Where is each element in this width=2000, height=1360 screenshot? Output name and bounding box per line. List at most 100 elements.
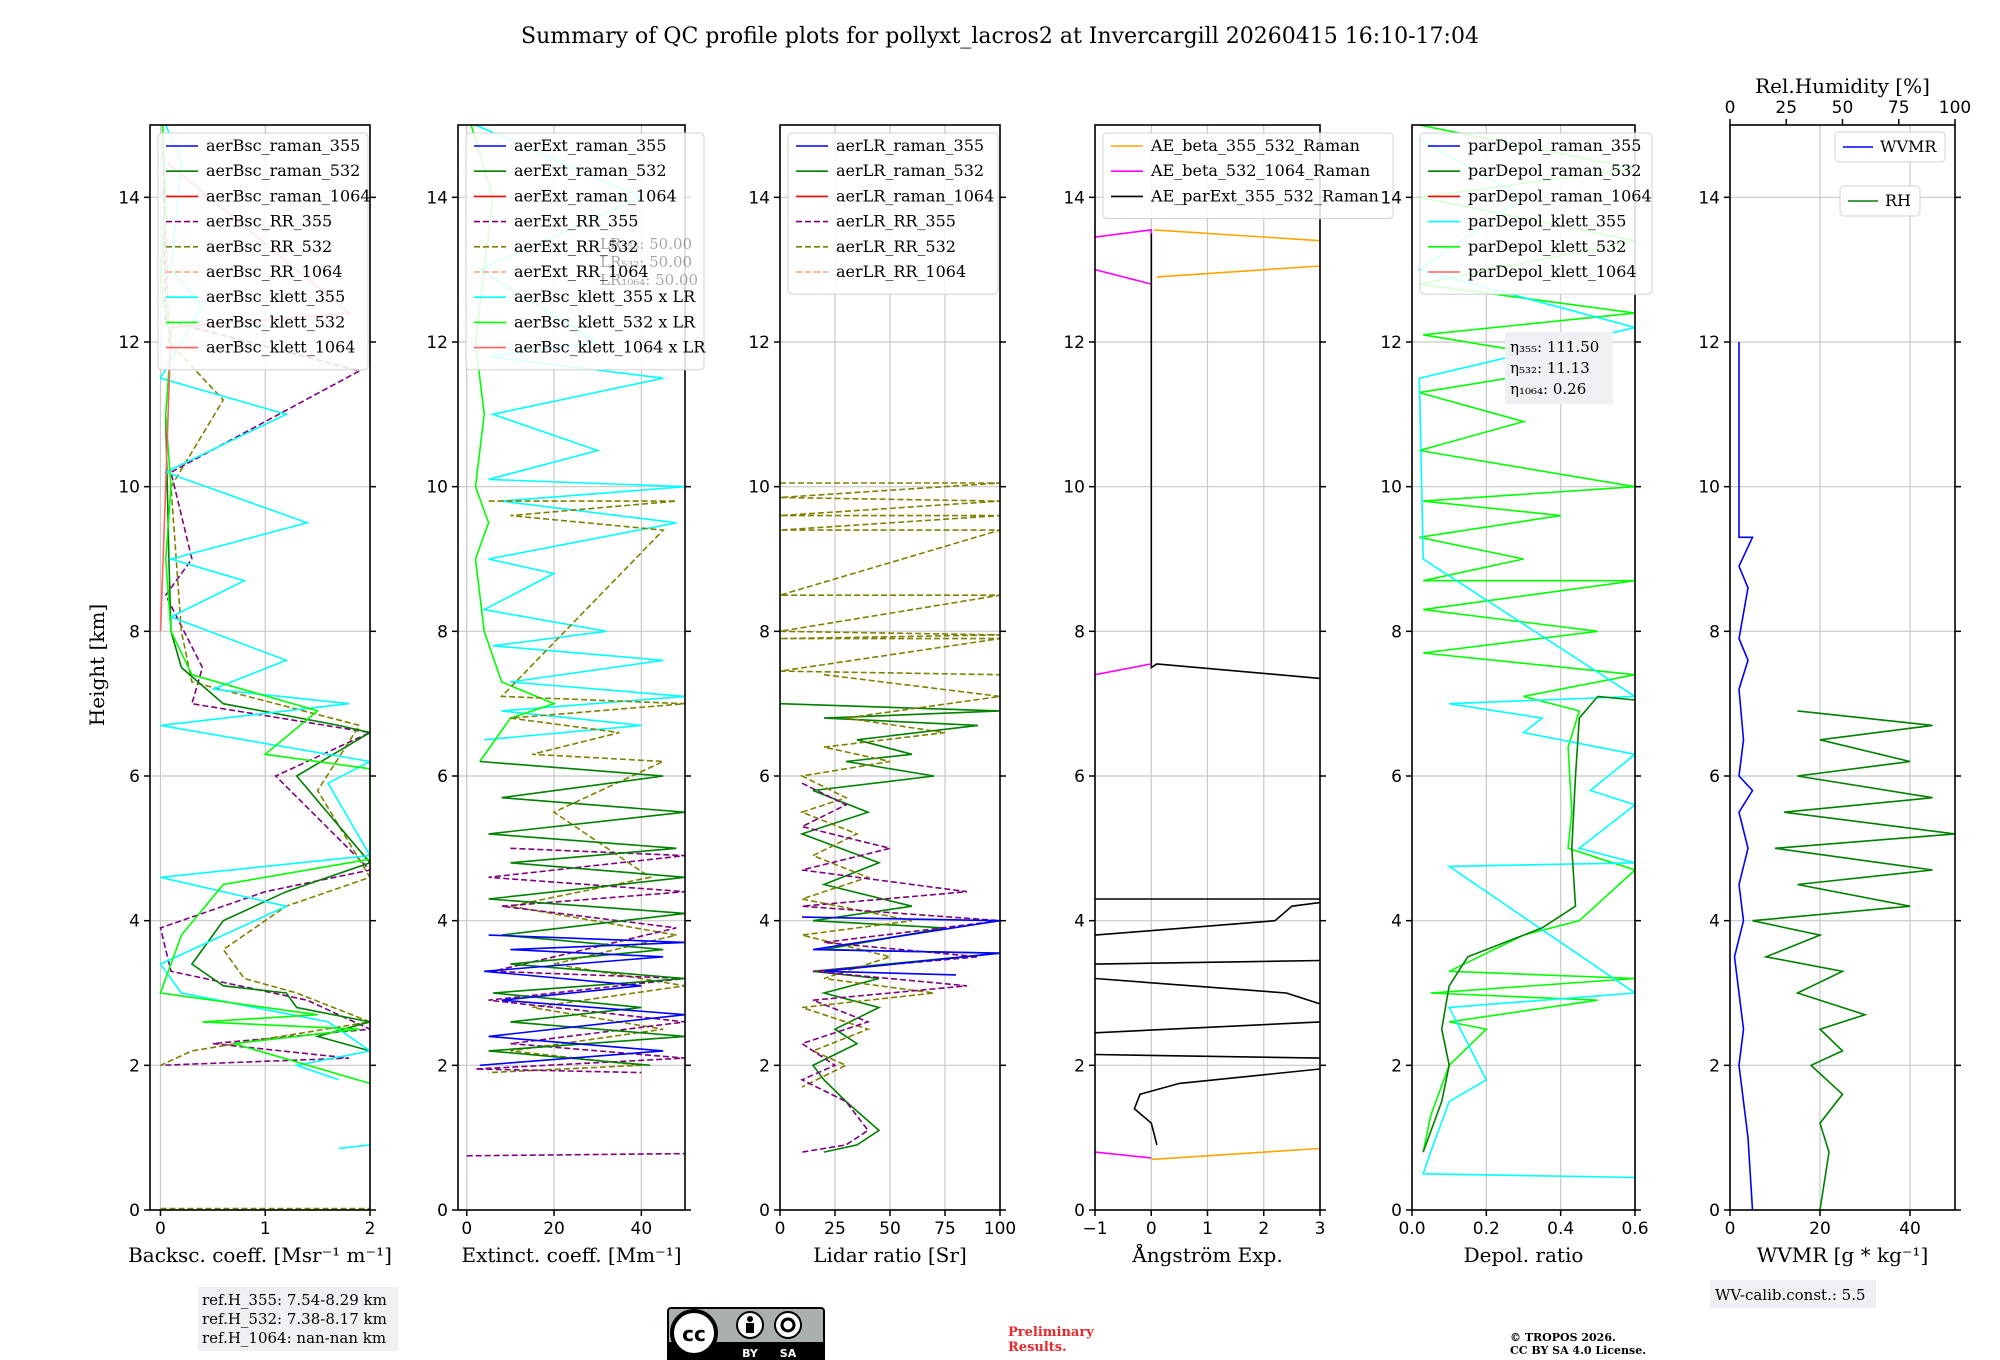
y-tick-label: 10 [1380,478,1402,498]
series-aerbsc-rr-532 [160,139,370,1067]
y-tick-label: 2 [1074,1056,1085,1076]
legend-entry: aerLR_RR_355 [836,212,956,231]
x-tick-label: 0 [1146,1219,1157,1239]
y-tick-label: 4 [1074,912,1085,932]
legend-box [157,132,369,371]
sa-icon-inner [780,1317,796,1333]
x-axis-label: Extinct. coeff. [Mm⁻¹] [461,1243,681,1267]
y-tick-label: 10 [118,478,140,498]
ref-height-line: ref.H_355: 7.54-8.29 km [202,1291,387,1309]
series-ae-beta-bottom-orange [1151,1147,1320,1161]
legend: aerExt_raman_355 aerExt_raman_532 aerExt_r… [465,132,706,371]
top-x-axis-label: Rel.Humidity [%] [1755,74,1930,98]
y-tick-label: 0 [437,1201,448,1221]
panel-lr: 0 2 4 6 8 10 12 14 0 25 50 75 100 Lidar ratio [Sr] aer… [748,124,1016,1267]
legend-entry: AE_beta_355_532_Raman [1150,136,1360,155]
x-tick-label: −1 [1082,1219,1107,1239]
legend-entry: parDepol_klett_1064 [1468,262,1637,281]
series-aerext-raman-355 [479,934,685,1067]
x-axis-label: Lidar ratio [Sr] [813,1243,967,1267]
legend-entry: aerBsc_raman_1064 [206,186,371,205]
series-aerbsc-klett-355 [159,125,370,1081]
legend-entry: aerBsc_klett_1064 [206,338,355,357]
legend-wvmr: WVMR [1834,131,1946,163]
lr-overlay-line: LR₅₃₂: 50.00 [600,253,692,271]
x-axis-label: Depol. ratio [1464,1243,1584,1267]
y-tick-label: 12 [1063,333,1085,353]
top-x-tick-label: 25 [1775,98,1797,118]
legend-rh: RH [1839,185,1921,217]
legend-entry: aerBsc_klett_1064 x LR [514,338,706,357]
y-tick-label: 2 [759,1056,770,1076]
y-tick-label: 0 [1709,1201,1720,1221]
legend-entry: AE_beta_532_1064_Raman [1150,161,1370,180]
x-tick-label: 3 [1315,1219,1326,1239]
series-ae-beta-355-532-raman-2 [1156,265,1320,278]
legend-box [465,132,705,371]
lr-overlay-line: LR₃₅₅: 50.00 [600,235,692,253]
legend-entry: aerBsc_klett_355 x LR [514,287,696,306]
x-tick-label: 0 [1725,1219,1736,1239]
legend-entry: aerBsc_klett_532 [206,312,345,331]
x-tick-label: 2 [365,1219,376,1239]
y-tick-label: 14 [748,188,770,208]
y-tick-label: 8 [1391,622,1402,642]
x-tick-label: 0.2 [1473,1219,1500,1239]
sa-icon [774,1311,802,1339]
x-tick-label: 20 [543,1219,565,1239]
series-ae-beta-532-1064-raman [1095,228,1153,286]
y-tick-label: 14 [426,188,448,208]
y-tick-label: 10 [1698,478,1720,498]
y-tick-label: 4 [1709,912,1720,932]
by-text: BY [742,1347,759,1360]
legend-entry: aerBsc_RR_355 [206,212,332,231]
y-tick-label: 4 [437,912,448,932]
series-ae-beta-355-532-raman [1154,229,1320,242]
y-tick-label: 14 [1063,188,1085,208]
eta-line: η₃₅₅: 111.50 [1510,338,1599,356]
y-tick-label: 0 [1391,1201,1402,1221]
legend-entry: aerBsc_RR_532 [206,237,332,256]
x-tick-label: 1 [260,1219,271,1239]
x-tick-label: 40 [631,1219,653,1239]
series-pardepol-klett-355 [1417,138,1635,1179]
y-tick-label: 14 [1380,188,1402,208]
y-tick-label: 0 [129,1201,140,1221]
y-tick-label: 8 [129,622,140,642]
legend-entry: aerBsc_raman_532 [206,161,360,180]
series-ae-parext-steps-4 [1095,977,1320,1005]
x-tick-label: 0.0 [1398,1219,1425,1239]
preliminary-line: Preliminary [1008,1325,1094,1340]
panel-dep: 0 2 4 6 8 10 12 14 0.0 0.2 0.4 0.6 Depol. ratio parDe… [1380,124,1653,1267]
x-axis-label: Ångström Exp. [1131,1242,1282,1267]
x-tick-label: 2 [1258,1219,1269,1239]
y-tick-label: 10 [426,478,448,498]
y-tick-label: 0 [1074,1201,1085,1221]
x-axis-label: WVMR [g * kg⁻¹] [1757,1243,1929,1267]
legend-entry: aerExt_raman_1064 [514,186,677,205]
legend-entry: parDepol_raman_1064 [1468,186,1652,205]
series-aerlr-raman-355 [801,916,1000,976]
y-tick-label: 8 [437,622,448,642]
x-axis-label: Backsc. coeff. [Msr⁻¹ m⁻¹] [128,1243,392,1267]
x-tick-label: 1 [1202,1219,1213,1239]
wv-calib-box: WV-calib.const.: 5.5 [1710,1280,1876,1308]
legend-entry: AE_parExt_355_532_Raman [1150,186,1379,205]
panel-frame [1729,124,1956,1211]
legend: aerLR_raman_355 aerLR_raman_532 aerLR_rama… [787,132,999,295]
legend-entry: parDepol_raman_355 [1468,136,1641,155]
eta-line: η₅₃₂: 11.13 [1510,359,1590,377]
series-pardepol-raman-532 [1422,695,1635,1153]
panel-ext: 0 2 4 6 8 10 12 14 0 20 40 Extinct. coeff. [Mm⁻¹] ae… [426,124,706,1267]
legend-entry: aerBsc_klett_355 [206,287,345,306]
legend-entry: parDepol_klett_532 [1468,237,1626,256]
figure-title: Summary of QC profile plots for pollyxt_… [521,24,1479,49]
y-tick-label: 12 [1380,333,1402,353]
y-tick-label: 6 [437,767,448,787]
y-tick-label: 8 [759,622,770,642]
legend-entry: aerBsc_RR_1064 [206,262,342,281]
y-tick-label: 14 [1698,188,1720,208]
